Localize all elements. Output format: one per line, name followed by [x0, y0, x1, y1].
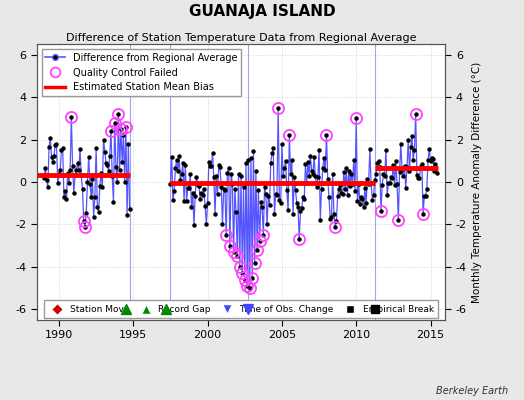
- Text: Berkeley Earth: Berkeley Earth: [436, 386, 508, 396]
- Legend: Station Move, Record Gap, Time of Obs. Change, Empirical Break: Station Move, Record Gap, Time of Obs. C…: [43, 300, 439, 318]
- Y-axis label: Monthly Temperature Anomaly Difference (°C): Monthly Temperature Anomaly Difference (…: [473, 61, 483, 303]
- Title: Difference of Station Temperature Data from Regional Average: Difference of Station Temperature Data f…: [66, 33, 416, 43]
- Text: GUANAJA ISLAND: GUANAJA ISLAND: [189, 4, 335, 19]
